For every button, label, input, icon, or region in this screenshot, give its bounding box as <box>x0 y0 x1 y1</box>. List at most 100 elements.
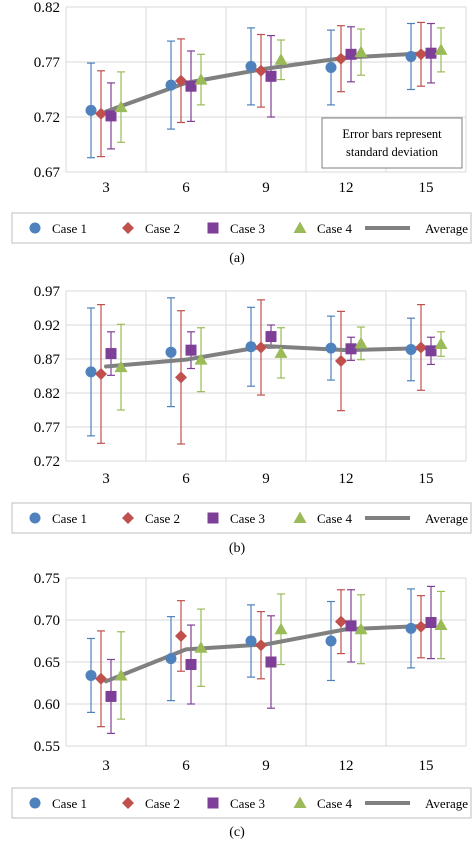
y-tick-label: 0.67 <box>34 165 61 181</box>
x-tick-label: 3 <box>102 471 110 487</box>
y-tick-label: 0.55 <box>34 739 60 755</box>
legend-marker <box>207 512 219 524</box>
data-point-case-2 <box>335 52 347 65</box>
data-point-case-1 <box>325 342 337 354</box>
data-point-case-4 <box>114 668 128 681</box>
data-point-case-1 <box>405 343 417 355</box>
data-point-case-3 <box>265 656 277 668</box>
data-point-case-1 <box>165 653 177 665</box>
y-tick-label: 0.87 <box>34 352 61 368</box>
legend-label: Case 4 <box>317 511 353 526</box>
data-point-case-2 <box>415 620 427 633</box>
y-tick-label: 0.77 <box>34 420 61 436</box>
data-point-case-2 <box>175 629 187 642</box>
data-point-case-3 <box>345 620 357 632</box>
data-point-case-3 <box>345 343 357 355</box>
data-point-case-3 <box>185 80 197 92</box>
data-point-case-1 <box>85 366 97 378</box>
data-point-case-2 <box>95 367 107 380</box>
x-tick-label: 12 <box>339 180 354 196</box>
legend: Case 1 Case 2 Case 3 Case 4 Average <box>11 787 472 819</box>
data-point-case-1 <box>245 635 257 647</box>
data-point-case-4 <box>354 45 368 58</box>
data-point-case-3 <box>265 331 277 343</box>
annotation-text: Error bars represent <box>342 127 442 141</box>
data-point-case-1 <box>165 346 177 358</box>
data-point-case-3 <box>105 348 117 360</box>
legend-marker <box>207 222 219 234</box>
x-tick-label: 12 <box>339 471 354 487</box>
legend: Case 1 Case 2 Case 3 Case 4 Average <box>11 212 472 244</box>
data-point-case-2 <box>415 48 427 61</box>
x-tick-label: 15 <box>419 471 434 487</box>
legend-label: Case 3 <box>230 796 265 811</box>
x-tick-label: 9 <box>262 758 270 774</box>
data-point-case-2 <box>255 639 267 652</box>
data-point-case-4 <box>274 622 288 635</box>
chart-panel-1: 0.67 0.72 0.77 0.82 3 6 9 12 15 Error bars repres… <box>11 0 472 266</box>
data-point-case-4 <box>114 100 128 113</box>
legend-label: Case 4 <box>317 221 353 236</box>
y-tick-label: 0.82 <box>34 0 60 16</box>
legend-marker <box>29 512 41 524</box>
data-point-case-1 <box>325 635 337 647</box>
data-point-case-3 <box>425 47 437 59</box>
panel-caption: (c) <box>229 825 245 840</box>
data-point-case-3 <box>425 617 437 629</box>
data-point-case-4 <box>194 641 208 653</box>
y-tick-label: 0.82 <box>34 386 60 402</box>
data-point-case-2 <box>95 107 107 120</box>
y-tick-label: 0.65 <box>34 655 60 671</box>
data-point-case-2 <box>335 355 347 368</box>
legend-marker <box>207 797 219 809</box>
annotation-box <box>321 117 463 169</box>
y-tick-label: 0.72 <box>34 454 60 470</box>
y-tick-label: 0.92 <box>34 318 60 334</box>
data-point-case-3 <box>185 344 197 356</box>
data-point-case-3 <box>265 70 277 82</box>
legend-marker <box>29 222 41 234</box>
data-point-case-1 <box>165 79 177 91</box>
legend: Case 1 Case 2 Case 3 Case 4 Average <box>11 502 472 534</box>
data-point-case-3 <box>345 48 357 60</box>
data-point-case-1 <box>85 104 97 116</box>
data-point-case-4 <box>274 346 288 358</box>
legend-marker <box>122 512 134 524</box>
data-point-case-4 <box>194 353 208 365</box>
y-tick-label: 0.97 <box>34 284 61 300</box>
data-point-case-2 <box>255 64 267 77</box>
data-point-case-2 <box>175 74 187 87</box>
data-point-case-3 <box>185 659 197 671</box>
y-tick-label: 0.60 <box>34 697 60 713</box>
data-point-case-3 <box>425 345 437 357</box>
panel-caption: (a) <box>229 251 245 266</box>
x-tick-label: 15 <box>419 758 434 774</box>
x-tick-label: 15 <box>419 180 434 196</box>
y-tick-label: 0.70 <box>34 613 60 629</box>
legend-label: Average <box>425 511 468 526</box>
data-point-case-1 <box>405 622 417 634</box>
legend-label: Case 1 <box>52 796 87 811</box>
x-tick-label: 6 <box>182 471 190 487</box>
x-tick-label: 9 <box>262 180 270 196</box>
x-tick-label: 3 <box>102 180 110 196</box>
average-line <box>104 623 428 684</box>
legend-label: Case 3 <box>230 511 265 526</box>
data-point-case-2 <box>255 341 267 354</box>
x-tick-label: 6 <box>182 758 190 774</box>
legend-label: Average <box>425 221 468 236</box>
data-point-case-1 <box>85 669 97 681</box>
legend-label: Case 2 <box>145 221 180 236</box>
legend-label: Case 4 <box>317 796 353 811</box>
x-tick-label: 9 <box>262 471 270 487</box>
legend-marker <box>29 797 41 809</box>
legend-marker <box>122 222 134 234</box>
data-point-case-4 <box>434 618 448 631</box>
data-point-case-4 <box>274 53 288 65</box>
data-point-case-4 <box>434 43 448 55</box>
data-point-case-4 <box>434 337 448 350</box>
data-point-case-1 <box>405 51 417 62</box>
